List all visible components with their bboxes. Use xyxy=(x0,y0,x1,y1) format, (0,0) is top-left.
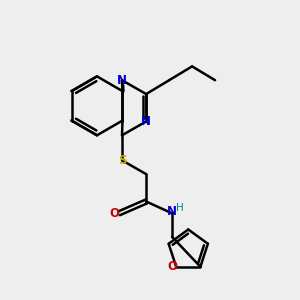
Text: N: N xyxy=(167,205,177,218)
Text: O: O xyxy=(168,260,178,273)
Text: S: S xyxy=(118,154,126,167)
Text: N: N xyxy=(117,74,127,87)
Text: N: N xyxy=(141,115,151,128)
Text: H: H xyxy=(176,203,184,213)
Text: O: O xyxy=(110,207,120,220)
